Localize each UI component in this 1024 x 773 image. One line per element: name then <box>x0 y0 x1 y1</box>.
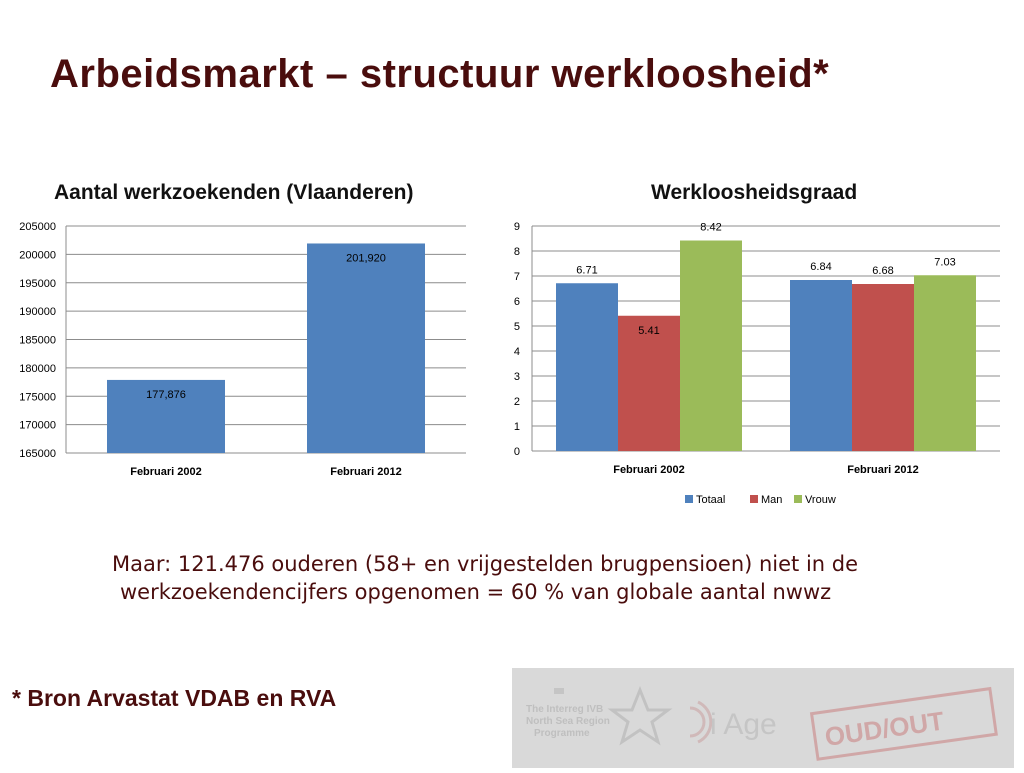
data-label: 177,876 <box>146 389 186 401</box>
svg-text:North Sea Region: North Sea Region <box>526 716 610 727</box>
data-label: 6.68 <box>872 265 893 277</box>
y-tick-label: 8 <box>514 246 520 258</box>
bar-vrouw <box>914 275 976 451</box>
y-tick-label: 1 <box>514 421 520 433</box>
data-label: 6.71 <box>576 264 597 276</box>
star-icon <box>607 685 673 746</box>
legend-label: Totaal <box>696 494 725 506</box>
legend-swatch <box>750 495 758 503</box>
note-line-2: werkzoekendencijfers opgenomen = 60 % va… <box>120 580 832 604</box>
data-label: 201,920 <box>346 252 386 264</box>
bar <box>307 243 425 453</box>
y-tick-label: 4 <box>514 346 520 358</box>
svg-text:Programme: Programme <box>534 728 590 739</box>
iage-logo: i Age <box>710 708 777 741</box>
data-label: 7.03 <box>934 256 955 268</box>
legend-swatch <box>794 495 802 503</box>
bar-man <box>618 315 680 451</box>
bar <box>107 379 225 453</box>
y-tick-label: 7 <box>514 271 520 283</box>
note-text: Maar: 121.476 ouderen (58+ en vrijgestel… <box>112 550 972 606</box>
y-tick-label: 185000 <box>19 335 56 347</box>
interreg-logo-text: The Interreg IVB <box>526 704 603 715</box>
y-tick-label: 205000 <box>19 221 56 233</box>
y-tick-label: 2 <box>514 396 520 408</box>
legend-label: Man <box>761 494 782 506</box>
data-label: 5.41 <box>638 325 659 337</box>
y-tick-label: 175000 <box>19 391 56 403</box>
source-text: * Bron Arvastat VDAB en RVA <box>12 685 337 711</box>
bar-man <box>852 284 914 451</box>
legend-label: Vrouw <box>805 494 836 506</box>
page-title: Arbeidsmarkt – structuur werkloosheid* <box>50 52 830 96</box>
x-tick-label: Februari 2002 <box>130 466 202 478</box>
chart-right-title: Werkloosheidsgraad <box>651 181 858 204</box>
y-tick-label: 6 <box>514 296 520 308</box>
logo-strip: The Interreg IVB North Sea Region Progra… <box>512 668 1014 768</box>
partner-logos: The Interreg IVB North Sea Region Progra… <box>526 685 998 761</box>
y-tick-label: 5 <box>514 321 520 333</box>
bar-vrouw <box>680 240 742 451</box>
y-tick-label: 165000 <box>19 448 56 460</box>
y-tick-label: 9 <box>514 221 520 233</box>
chart-right: 9 8 7 6 5 4 3 2 1 0 6.71 5.41 8.42 Februari 2002 6.84 6… <box>514 221 1000 506</box>
signal-icon <box>689 706 706 738</box>
legend-swatch <box>685 495 693 503</box>
y-tick-label: 180000 <box>19 363 56 375</box>
y-tick-label: 195000 <box>19 278 56 290</box>
y-tick-label: 170000 <box>19 420 56 432</box>
note-line-1: Maar: 121.476 ouderen (58+ en vrijgestel… <box>112 552 859 576</box>
chart-left-title: Aantal werkzoekenden (Vlaanderen) <box>54 181 414 204</box>
data-label: 6.84 <box>810 261 831 273</box>
y-tick-label: 200000 <box>19 249 56 261</box>
y-tick-label: 190000 <box>19 306 56 318</box>
x-tick-label: Februari 2012 <box>330 466 402 478</box>
x-tick-label: Februari 2012 <box>847 464 919 476</box>
x-tick-label: Februari 2002 <box>613 464 685 476</box>
bar-totaal <box>556 283 618 451</box>
bar-totaal <box>790 280 852 451</box>
chart-left: 205000 200000 195000 190000 185000 180000 1750… <box>19 221 466 478</box>
y-tick-label: 0 <box>514 446 520 458</box>
data-label: 8.42 <box>700 222 721 234</box>
y-tick-label: 3 <box>514 371 520 383</box>
